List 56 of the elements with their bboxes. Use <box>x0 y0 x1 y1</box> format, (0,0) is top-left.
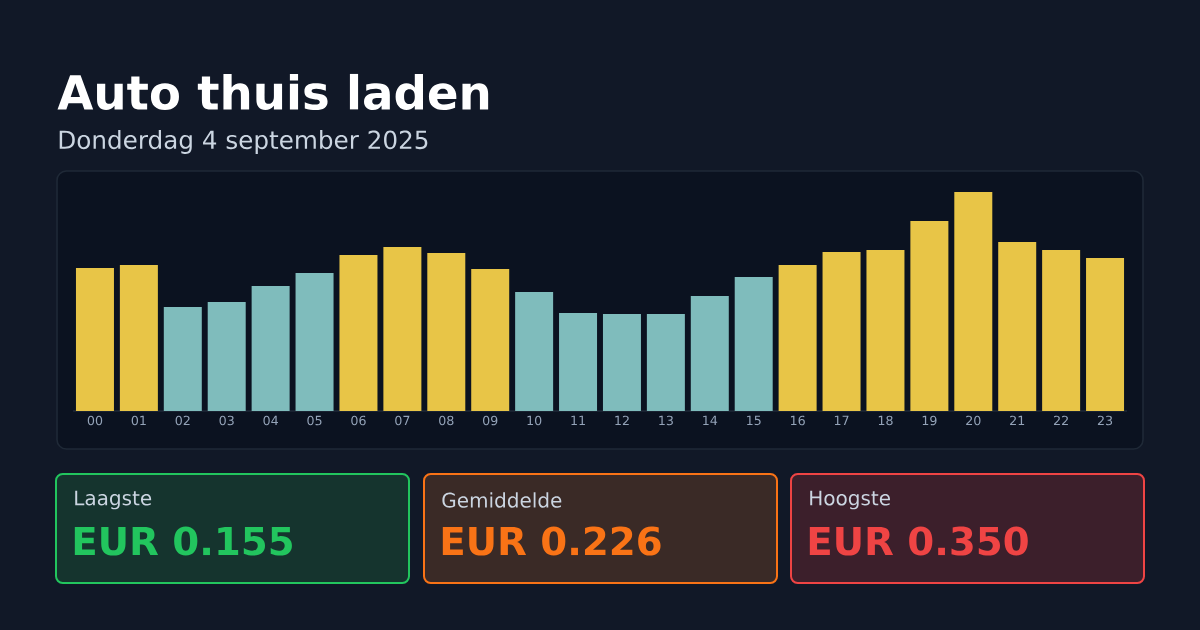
text: Hoogste <box>810 490 890 510</box>
x-tick-label: 22 <box>1053 415 1068 426</box>
bar <box>866 250 905 411</box>
bar <box>954 192 993 411</box>
x-tick-label: 08 <box>439 415 454 426</box>
bar <box>690 296 729 411</box>
x-tick-label: 02 <box>175 415 190 426</box>
x-tick-label: 17 <box>834 415 849 425</box>
bar <box>339 255 378 411</box>
x-tick-label: 19 <box>922 415 937 426</box>
bar <box>207 301 246 411</box>
bar <box>427 253 466 411</box>
x-tick-label: 15 <box>747 415 761 426</box>
bar <box>75 267 114 411</box>
x-tick-label: 21 <box>1010 415 1025 426</box>
bar <box>998 241 1037 411</box>
x-tick-label: 13 <box>659 415 673 426</box>
x-tick-label: 20 <box>966 415 981 426</box>
x-tick-label: 09 <box>482 415 498 426</box>
x-tick-label: 14 <box>703 415 718 425</box>
x-tick-label: 04 <box>263 415 278 426</box>
bar <box>119 264 158 411</box>
text: Gemiddelde <box>442 492 562 508</box>
x-tick-label: 06 <box>351 415 366 426</box>
x-tick-label: 23 <box>1097 415 1113 426</box>
bar <box>646 313 685 411</box>
bar <box>163 306 202 411</box>
x-tick-label: 12 <box>615 415 629 426</box>
bar <box>734 276 773 411</box>
text: EUR 0.350 <box>809 526 1028 556</box>
bar <box>1042 250 1081 411</box>
text: EUR 0.226 <box>442 526 661 556</box>
bar <box>559 313 598 411</box>
x-tick-label: 00 <box>87 415 103 426</box>
bar <box>515 292 554 411</box>
x-tick-label: 16 <box>790 415 805 426</box>
x-tick-label: 11 <box>571 415 585 425</box>
bar <box>778 264 817 411</box>
bar <box>1086 257 1125 411</box>
bar <box>471 269 510 411</box>
chart-title: Auto thuis laden <box>57 73 489 111</box>
bar <box>910 220 949 411</box>
bar <box>602 313 641 411</box>
text: Laagste <box>75 490 152 510</box>
x-tick-label: 07 <box>395 415 410 426</box>
bar <box>295 273 334 411</box>
bar <box>251 285 290 411</box>
bar <box>383 246 422 411</box>
x-tick-label: 03 <box>219 415 234 426</box>
chart-subtitle: Donderdag 4 september 2025 <box>59 130 428 154</box>
x-tick-label: 18 <box>878 415 893 426</box>
text: EUR 0.155 <box>74 526 292 556</box>
x-tick-label: 05 <box>307 415 322 426</box>
bar <box>822 252 861 411</box>
x-tick-label: 01 <box>131 415 146 426</box>
x-tick-label: 10 <box>527 415 542 426</box>
